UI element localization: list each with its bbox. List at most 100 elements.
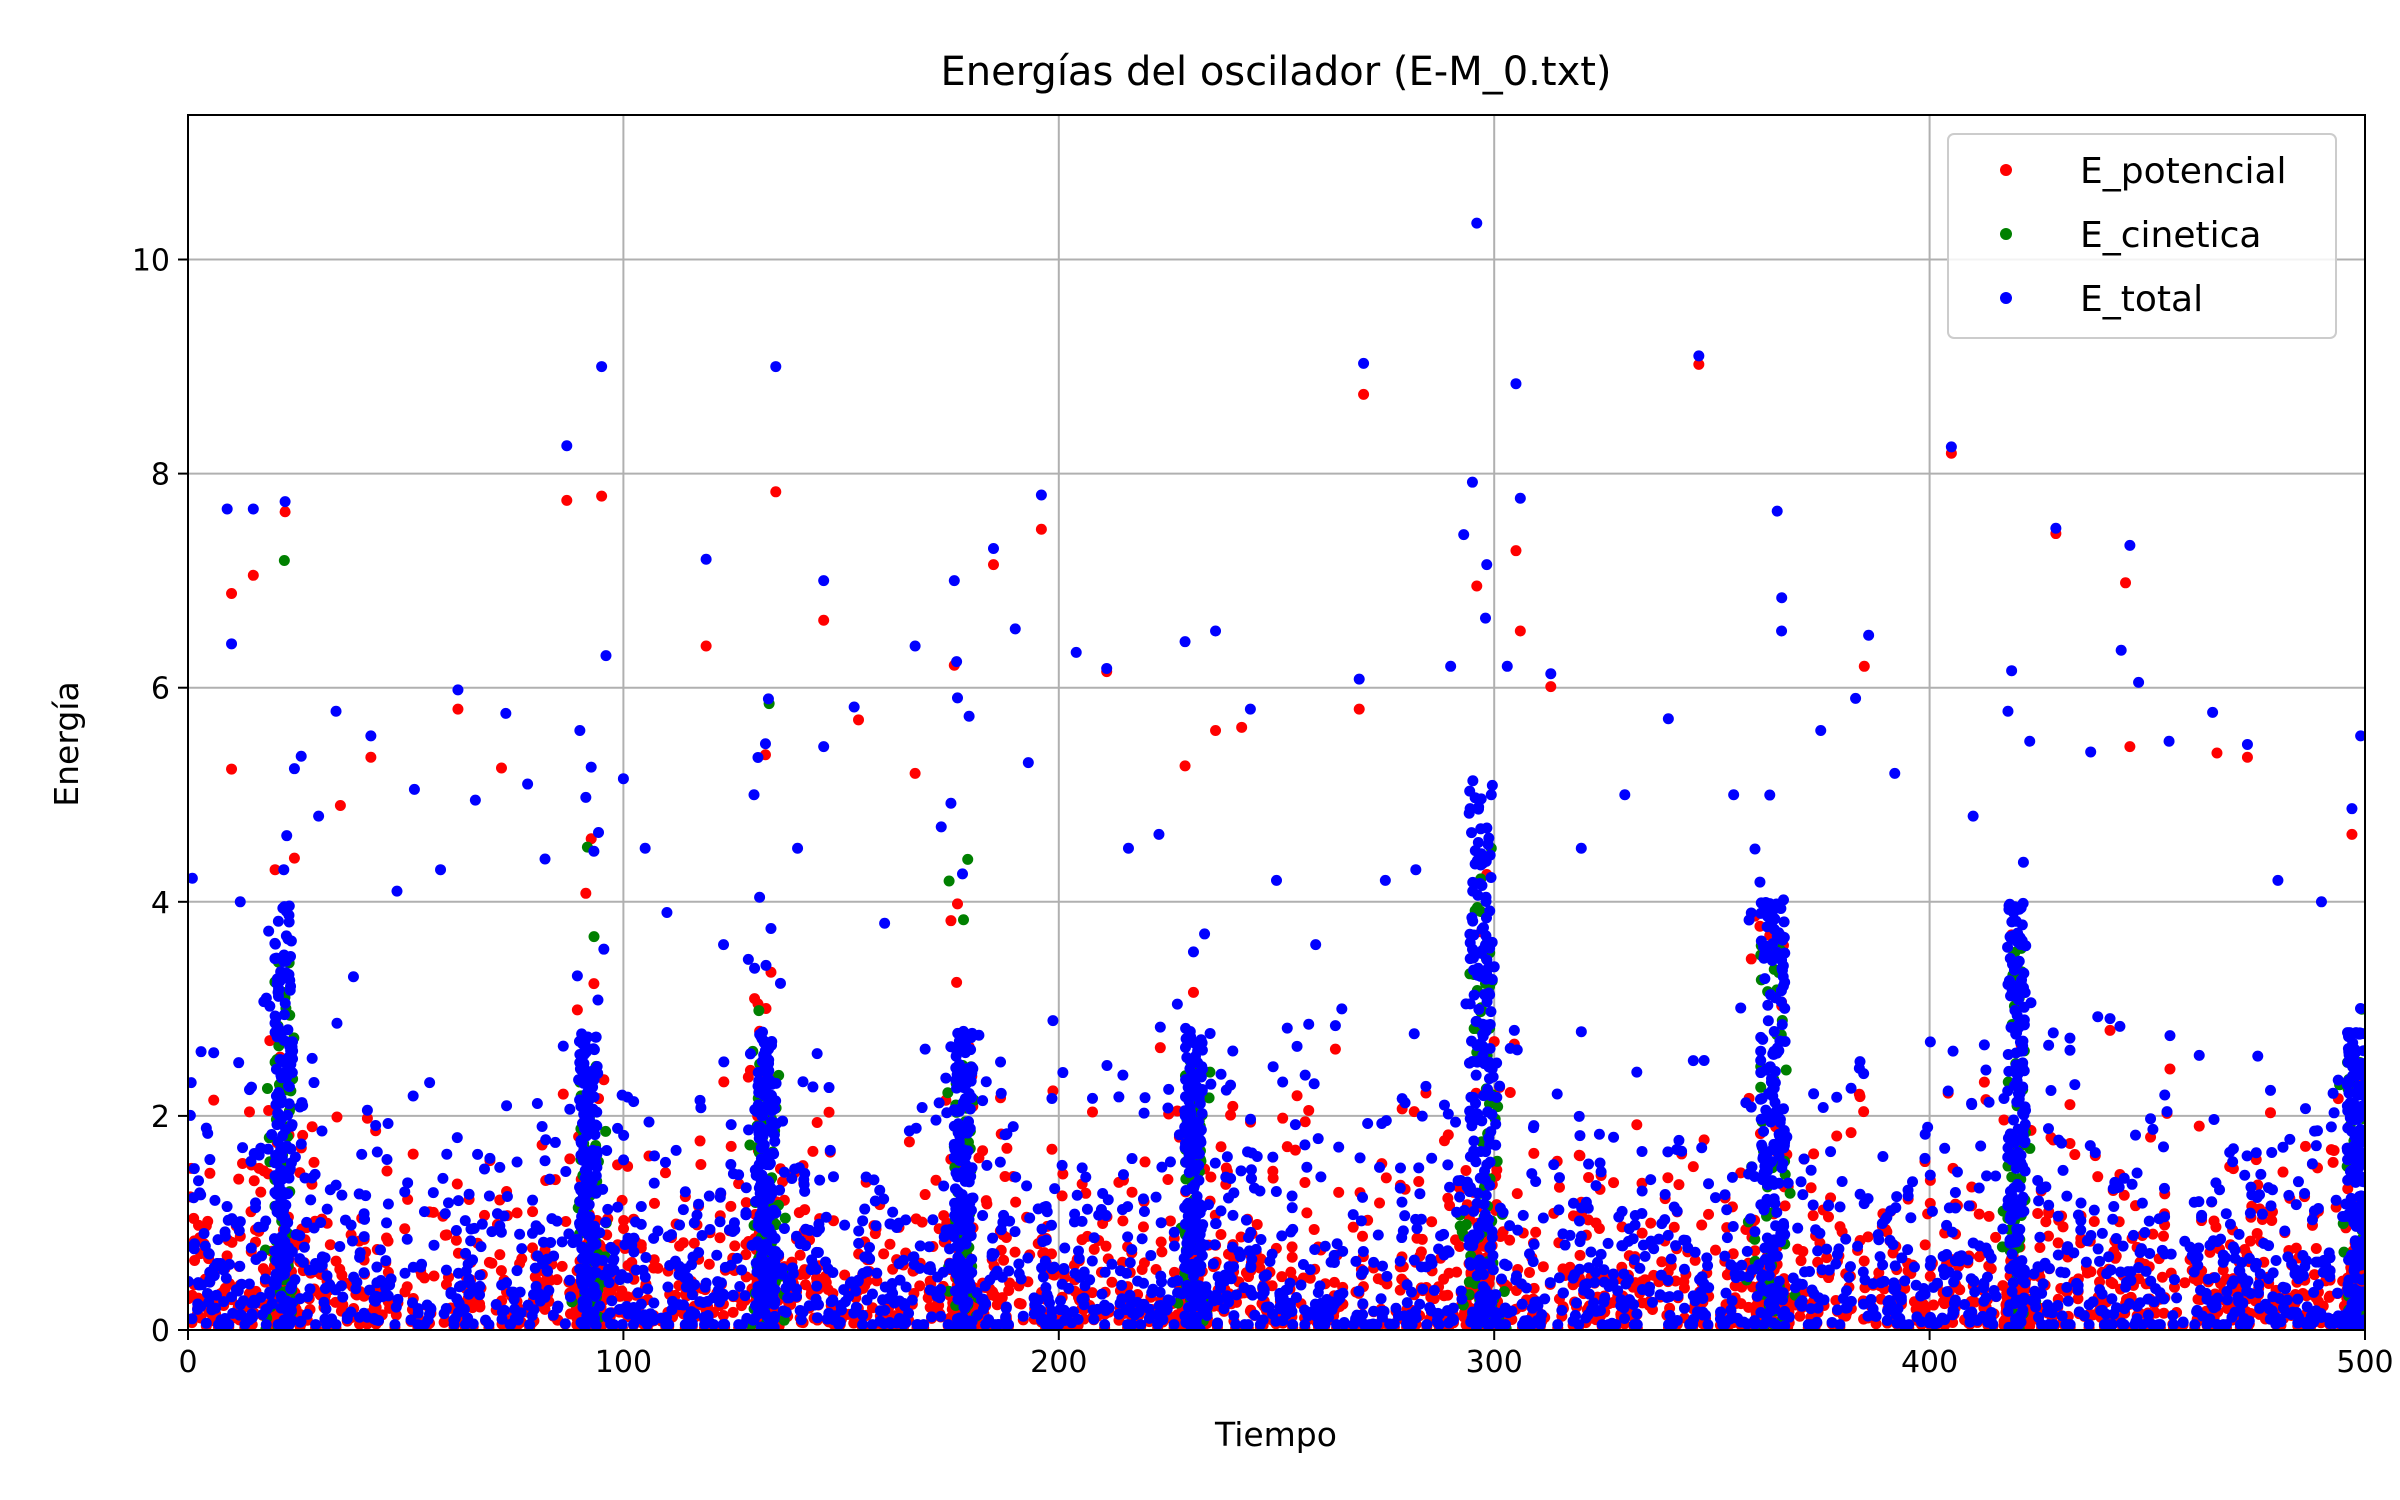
point-e-total: [1985, 1252, 1997, 1264]
point-e-total: [465, 1235, 477, 1247]
point-e-potencial: [2192, 1275, 2204, 1287]
point-e-total: [1594, 1157, 1606, 1169]
point-e-total: [2292, 1176, 2304, 1188]
point-e-potencial: [1205, 1171, 1217, 1183]
point-e-potencial: [839, 1269, 851, 1281]
point-e-potencial: [799, 1204, 811, 1216]
point-e-total: [2224, 1146, 2236, 1158]
point-e-total: [1792, 1222, 1804, 1234]
point-e-total: [1303, 1018, 1315, 1030]
point-e-total: [306, 1172, 318, 1184]
point-e-potencial: [452, 703, 464, 715]
point-e-total: [1277, 1076, 1289, 1088]
point-e-potencial: [2158, 1307, 2170, 1319]
point-e-total: [1021, 1180, 1033, 1192]
point-e-total: [2195, 1284, 2207, 1296]
point-e-potencial: [648, 1254, 660, 1266]
point-e-potencial: [1056, 1190, 1068, 1202]
point-e-potencial: [1693, 358, 1705, 370]
point-e-total: [1450, 1116, 1462, 1128]
point-e-potencial: [1013, 1297, 1025, 1309]
point-e-potencial: [1854, 1091, 1866, 1103]
point-e-total: [2055, 1266, 2067, 1278]
point-e-potencial: [1286, 1251, 1298, 1263]
point-e-total: [1329, 1020, 1341, 1032]
point-e-potencial: [1416, 1233, 1428, 1245]
point-e-total: [995, 1087, 1007, 1099]
point-e-potencial: [233, 1173, 245, 1185]
point-e-potencial: [1794, 1310, 1806, 1322]
point-e-total: [1553, 1172, 1565, 1184]
point-e-total: [733, 1169, 745, 1181]
point-e-total: [1428, 1284, 1440, 1296]
point-e-total: [850, 1301, 862, 1313]
point-e-total: [2301, 1301, 2313, 1313]
point-e-total: [1319, 1240, 1331, 1252]
point-e-total: [2220, 1208, 2232, 1220]
point-e-cinetica: [1498, 1286, 1510, 1298]
point-e-total: [1553, 1204, 1565, 1216]
point-e-potencial: [556, 1260, 568, 1272]
point-e-potencial: [1374, 1197, 1386, 1209]
point-e-total: [2254, 1268, 2266, 1280]
point-e-total: [1426, 1152, 1438, 1164]
point-e-total: [250, 1202, 262, 1214]
point-e-total: [319, 1282, 331, 1294]
point-e-total: [635, 1200, 647, 1212]
point-e-potencial: [365, 751, 377, 763]
point-e-total: [718, 1056, 730, 1068]
point-e-total: [472, 1148, 484, 1160]
point-e-potencial: [1277, 1112, 1289, 1124]
point-e-potencial: [1990, 1231, 2002, 1243]
point-e-total: [853, 1237, 865, 1249]
point-e-potencial: [263, 1105, 275, 1117]
point-e-potencial: [1471, 580, 1483, 592]
point-e-potencial: [1138, 1257, 1150, 1269]
point-e-total: [2087, 1296, 2099, 1308]
point-e-potencial: [1426, 1216, 1438, 1228]
point-e-potencial: [996, 1292, 1008, 1304]
point-e-total: [1834, 1319, 1846, 1330]
point-e-potencial: [204, 1167, 216, 1179]
point-e-total: [2168, 1319, 2180, 1330]
point-e-total: [1245, 1113, 1257, 1125]
point-e-total: [1205, 1078, 1217, 1090]
point-e-total: [399, 1267, 411, 1279]
point-e-potencial: [740, 1197, 752, 1209]
point-e-potencial: [2104, 1024, 2116, 1036]
point-e-total: [1230, 1319, 1242, 1330]
point-e-total: [1411, 1222, 1423, 1234]
point-e-total: [2214, 1184, 2226, 1196]
point-e-potencial: [853, 714, 865, 726]
point-e-total: [2061, 1190, 2073, 1202]
point-e-total: [588, 845, 600, 857]
point-e-potencial: [981, 1198, 993, 1210]
point-e-potencial: [1291, 1090, 1303, 1102]
point-e-total: [437, 1172, 449, 1184]
point-e-total: [353, 1188, 365, 1200]
point-e-potencial: [1353, 703, 1365, 715]
point-e-potencial: [1834, 1221, 1846, 1233]
point-e-total: [711, 1249, 723, 1261]
point-e-potencial: [688, 1237, 700, 1249]
point-e-total: [2047, 1027, 2059, 1039]
point-e-potencial: [2120, 577, 2132, 589]
point-e-potencial: [1709, 1244, 1721, 1256]
point-e-total: [1727, 1220, 1739, 1232]
point-e-total: [2062, 1295, 2074, 1307]
point-e-total: [1088, 1232, 1100, 1244]
point-e-total: [1980, 1064, 1992, 1076]
point-e-potencial: [1276, 1271, 1288, 1283]
point-e-total: [1805, 1164, 1817, 1176]
point-e-total: [2239, 1169, 2251, 1181]
point-e-potencial: [1528, 1147, 1540, 1159]
point-e-potencial: [2092, 1171, 2104, 1183]
point-e-total: [1357, 1191, 1369, 1203]
point-e-total: [806, 1254, 818, 1266]
point-e-total: [1438, 1099, 1450, 1111]
point-e-potencial: [1807, 1210, 1819, 1222]
point-e-total: [1552, 1319, 1564, 1330]
point-e-total: [956, 868, 968, 880]
point-e-total: [1696, 1142, 1708, 1154]
point-e-potencial: [361, 1112, 373, 1124]
